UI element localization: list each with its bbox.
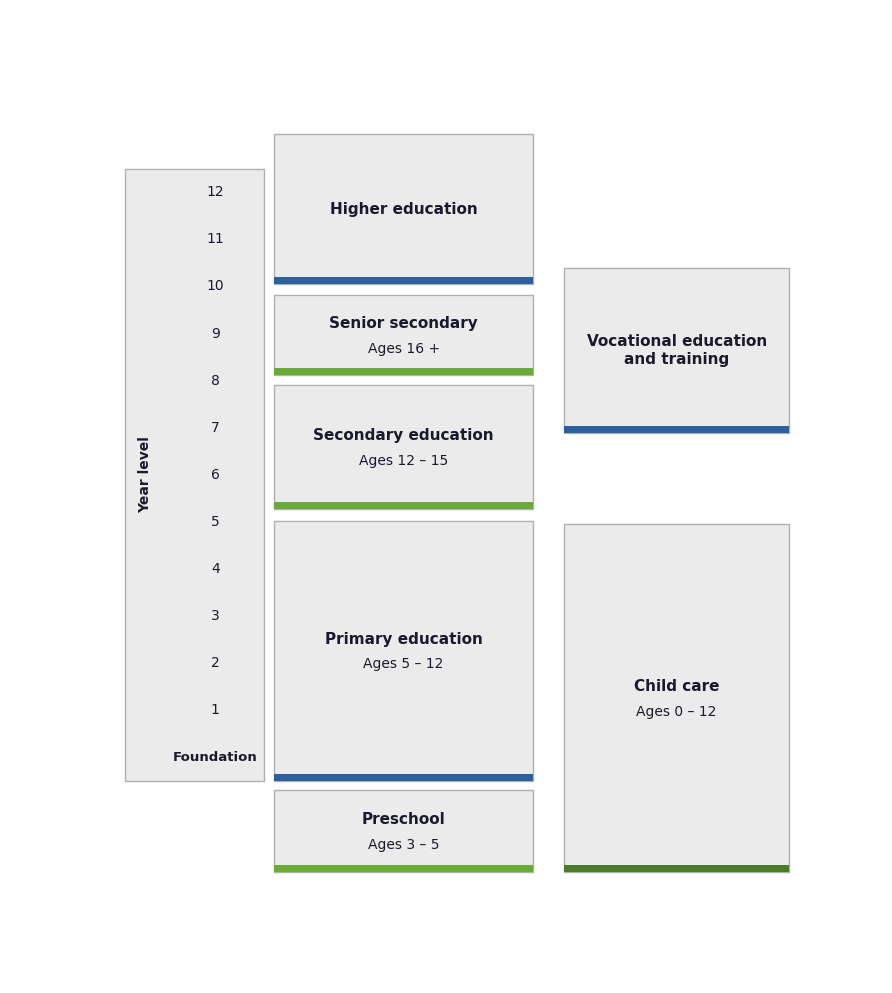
Text: 9: 9 <box>211 327 219 341</box>
FancyBboxPatch shape <box>565 426 789 433</box>
Text: Preschool: Preschool <box>361 812 445 827</box>
FancyBboxPatch shape <box>274 295 533 375</box>
FancyBboxPatch shape <box>274 520 533 780</box>
Text: 12: 12 <box>206 186 224 200</box>
Text: 8: 8 <box>211 373 219 387</box>
Text: 3: 3 <box>211 609 219 623</box>
FancyBboxPatch shape <box>274 789 533 872</box>
Text: Primary education: Primary education <box>325 632 483 646</box>
Text: 10: 10 <box>206 279 224 294</box>
FancyBboxPatch shape <box>274 502 533 509</box>
Text: 5: 5 <box>211 514 219 528</box>
Text: Child care: Child care <box>634 679 719 694</box>
Text: 4: 4 <box>211 562 219 576</box>
FancyBboxPatch shape <box>274 277 533 284</box>
Text: Senior secondary: Senior secondary <box>329 316 478 332</box>
Text: Ages 5 – 12: Ages 5 – 12 <box>363 657 443 671</box>
Text: 6: 6 <box>211 468 219 482</box>
Text: Foundation: Foundation <box>173 751 258 764</box>
FancyBboxPatch shape <box>274 774 533 780</box>
Text: 2: 2 <box>211 656 219 670</box>
FancyBboxPatch shape <box>565 268 789 433</box>
FancyBboxPatch shape <box>274 134 533 284</box>
Text: Secondary education: Secondary education <box>313 428 494 443</box>
FancyBboxPatch shape <box>274 368 533 375</box>
Text: Vocational education
and training: Vocational education and training <box>587 335 767 366</box>
FancyBboxPatch shape <box>125 169 264 780</box>
Text: Ages 0 – 12: Ages 0 – 12 <box>637 705 717 719</box>
Text: 7: 7 <box>211 421 219 435</box>
Text: Ages 3 – 5: Ages 3 – 5 <box>368 838 440 852</box>
FancyBboxPatch shape <box>274 866 533 872</box>
Text: Ages 16 +: Ages 16 + <box>368 342 440 355</box>
Text: Higher education: Higher education <box>330 202 477 216</box>
Text: 1: 1 <box>211 703 219 717</box>
FancyBboxPatch shape <box>274 385 533 509</box>
FancyBboxPatch shape <box>565 524 789 872</box>
Text: Ages 12 – 15: Ages 12 – 15 <box>359 454 448 468</box>
FancyBboxPatch shape <box>565 866 789 872</box>
Text: 11: 11 <box>206 232 224 246</box>
Text: Year level: Year level <box>137 436 152 513</box>
